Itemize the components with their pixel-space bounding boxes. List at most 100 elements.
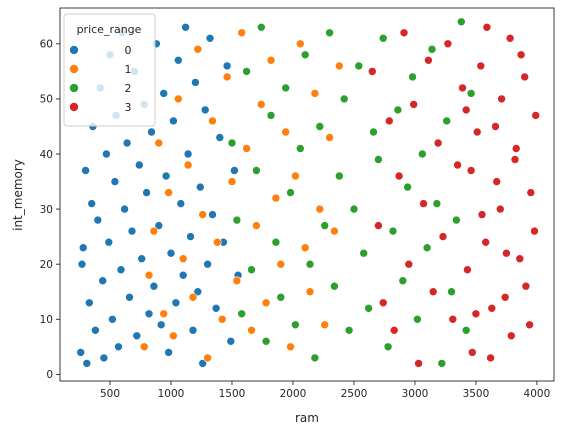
point-price-range-0 [200, 105, 210, 115]
legend-marker-1 [69, 64, 79, 74]
point-price-range-1 [305, 287, 315, 297]
point-price-range-1 [174, 94, 183, 104]
point-price-range-1 [188, 292, 198, 302]
point-price-range-1 [271, 193, 281, 203]
point-price-range-3 [482, 22, 492, 32]
point-price-range-3 [520, 72, 530, 82]
legend-title: price_range [77, 23, 142, 36]
point-price-range-2 [339, 94, 349, 104]
point-price-range-1 [330, 226, 339, 236]
point-price-range-0 [164, 348, 173, 357]
point-price-range-0 [91, 325, 100, 335]
point-price-range-2 [256, 22, 266, 32]
point-price-range-0 [147, 127, 156, 137]
x-tick-label-3500: 3500 [463, 388, 490, 400]
point-price-range-1 [291, 171, 300, 181]
point-price-range-0 [191, 78, 200, 87]
point-price-range-0 [110, 177, 120, 186]
point-price-range-2 [364, 303, 373, 313]
x-tick-label-4000: 4000 [524, 388, 551, 400]
point-price-range-1 [252, 221, 261, 230]
point-price-range-3 [378, 298, 388, 308]
x-tick-label-1000: 1000 [158, 388, 185, 400]
point-price-range-2 [242, 67, 251, 76]
point-price-range-0 [120, 204, 129, 214]
point-price-range-1 [247, 325, 256, 335]
point-price-range-3 [367, 67, 377, 76]
point-price-range-1 [227, 177, 237, 186]
point-price-range-1 [242, 144, 251, 153]
point-price-range-0 [166, 248, 176, 258]
point-price-range-0 [93, 215, 103, 225]
point-price-range-2 [227, 138, 237, 148]
point-price-range-2 [437, 359, 447, 368]
point-price-range-3 [502, 248, 511, 258]
point-price-range-1 [193, 44, 203, 54]
y-tick-label-30: 30 [40, 204, 53, 216]
point-price-range-3 [471, 309, 481, 319]
point-price-range-0 [198, 359, 207, 368]
point-price-range-0 [161, 171, 171, 181]
point-price-range-0 [222, 61, 232, 71]
y-tick-label-40: 40 [40, 149, 53, 161]
point-price-range-2 [334, 171, 344, 181]
point-price-range-0 [127, 226, 137, 236]
point-price-range-1 [217, 314, 227, 324]
point-price-range-2 [442, 116, 452, 126]
point-price-range-2 [403, 182, 412, 192]
point-price-range-2 [232, 215, 242, 225]
point-price-range-1 [334, 61, 344, 71]
point-price-range-0 [82, 359, 92, 368]
point-price-range-2 [295, 144, 305, 153]
point-price-range-2 [461, 325, 471, 335]
legend: price_range 0 1 2 3 [63, 13, 156, 127]
point-price-range-3 [481, 237, 491, 247]
legend-box [63, 13, 156, 127]
x-tick-label-3000: 3000 [402, 388, 429, 400]
point-price-range-0 [144, 309, 154, 319]
point-price-range-3 [495, 204, 505, 214]
point-price-range-0 [108, 314, 117, 324]
point-price-range-3 [525, 320, 534, 330]
legend-label-3: 3 [125, 101, 132, 114]
point-price-range-3 [531, 111, 541, 120]
point-price-range-0 [215, 133, 225, 142]
point-price-range-1 [169, 331, 178, 341]
point-price-range-1 [164, 188, 173, 197]
point-price-range-3 [472, 127, 482, 137]
point-price-range-0 [156, 320, 166, 330]
point-price-range-2 [374, 155, 383, 164]
point-price-range-3 [461, 105, 471, 115]
point-price-range-0 [102, 149, 111, 159]
point-price-range-2 [466, 89, 476, 98]
point-price-range-3 [476, 61, 486, 71]
point-price-range-2 [447, 287, 456, 297]
y-tick-label-10: 10 [40, 314, 53, 326]
point-price-range-3 [505, 33, 515, 43]
point-price-range-2 [432, 199, 442, 208]
legend-marker-3 [69, 102, 79, 112]
point-price-range-0 [81, 166, 90, 175]
point-price-range-3 [424, 55, 433, 65]
x-axis-label: ram [295, 411, 319, 425]
legend-marker-2 [69, 83, 79, 93]
legend-label-1: 1 [125, 63, 132, 76]
point-price-range-3 [448, 314, 458, 324]
point-price-range-0 [154, 221, 164, 230]
point-price-range-3 [399, 28, 409, 38]
point-price-range-3 [491, 122, 500, 131]
point-price-range-0 [183, 149, 193, 159]
point-price-range-3 [463, 265, 472, 275]
point-price-range-3 [374, 221, 383, 230]
point-price-range-3 [419, 199, 428, 208]
y-axis-label: int_memory [11, 159, 25, 231]
point-price-range-0 [76, 348, 85, 357]
point-price-range-0 [178, 270, 188, 280]
points-layer [76, 17, 541, 368]
point-price-range-1 [203, 353, 212, 363]
point-price-range-0 [188, 325, 198, 335]
point-price-range-3 [404, 259, 414, 269]
point-price-range-0 [186, 232, 195, 241]
point-price-range-2 [427, 44, 437, 54]
point-price-range-0 [169, 116, 178, 126]
